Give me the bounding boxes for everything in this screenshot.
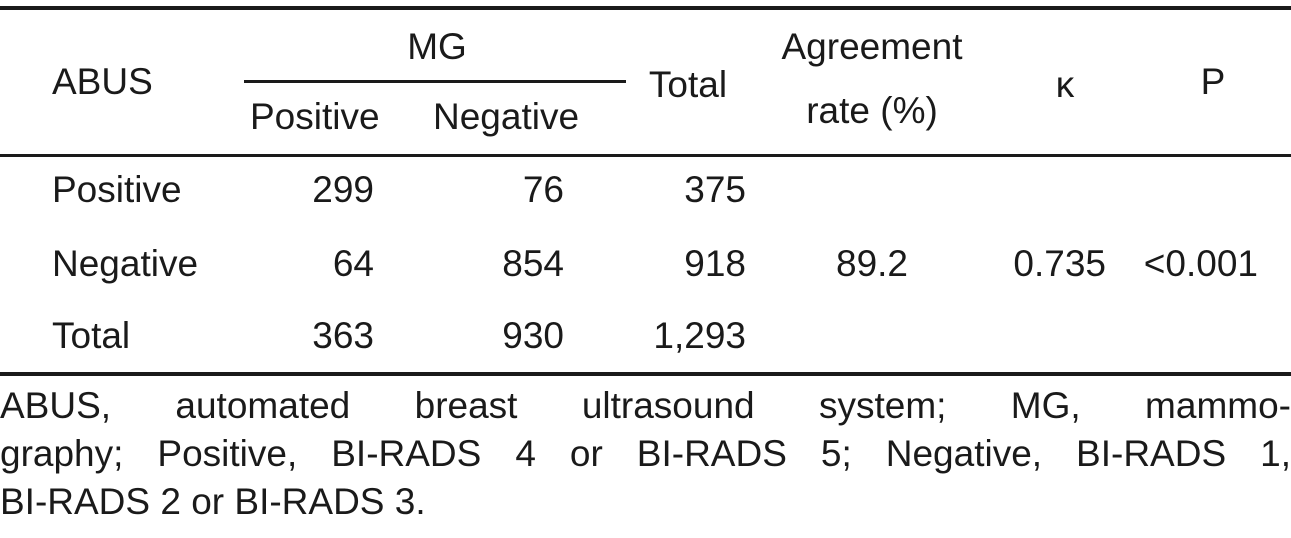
table-bottom-rule	[0, 372, 1291, 376]
row-positive-label: Positive	[52, 169, 182, 210]
header-abus: ABUS	[52, 61, 153, 102]
footnote-line-3: BI-RADS 2 or BI-RADS 3.	[0, 481, 426, 522]
row-total-total: 1,293	[653, 315, 746, 356]
row-negative-mg-negative: 854	[502, 243, 564, 284]
row-total-mg-positive: 363	[312, 315, 374, 356]
row-negative-total: 918	[684, 243, 746, 284]
footnote-line-2: graphy; Positive, BI-RADS 4 or BI-RADS 5…	[0, 433, 1291, 474]
header-kappa: κ	[1055, 64, 1075, 105]
header-mg-positive: Positive	[250, 96, 380, 137]
table-top-rule	[0, 6, 1291, 10]
table-header-rule	[0, 154, 1291, 157]
header-p: P	[1200, 61, 1226, 102]
table-footnote: ABUS, automated breast ultrasound system…	[0, 382, 1291, 526]
row-negative-label: Negative	[52, 243, 199, 284]
row-positive-mg-negative: 76	[522, 169, 564, 210]
mg-header-rule	[244, 80, 626, 83]
row-positive-mg-positive: 299	[312, 169, 374, 210]
header-agreement-rate-line1: Agreement	[781, 26, 963, 67]
agreement-rate-value: 89.2	[835, 243, 909, 284]
row-positive-total: 375	[684, 169, 746, 210]
row-negative-mg-positive: 64	[332, 243, 374, 284]
row-total-mg-negative: 930	[502, 315, 564, 356]
header-agreement-rate-line2: rate (%)	[806, 90, 938, 131]
header-mg: MG	[407, 26, 467, 67]
kappa-value: 0.735	[1013, 243, 1106, 284]
footnote-line-1: ABUS, automated breast ultrasound system…	[0, 385, 1291, 426]
row-total-label: Total	[52, 315, 131, 356]
header-total: Total	[648, 64, 728, 105]
header-mg-negative: Negative	[433, 96, 580, 137]
p-value: <0.001	[1143, 243, 1258, 284]
